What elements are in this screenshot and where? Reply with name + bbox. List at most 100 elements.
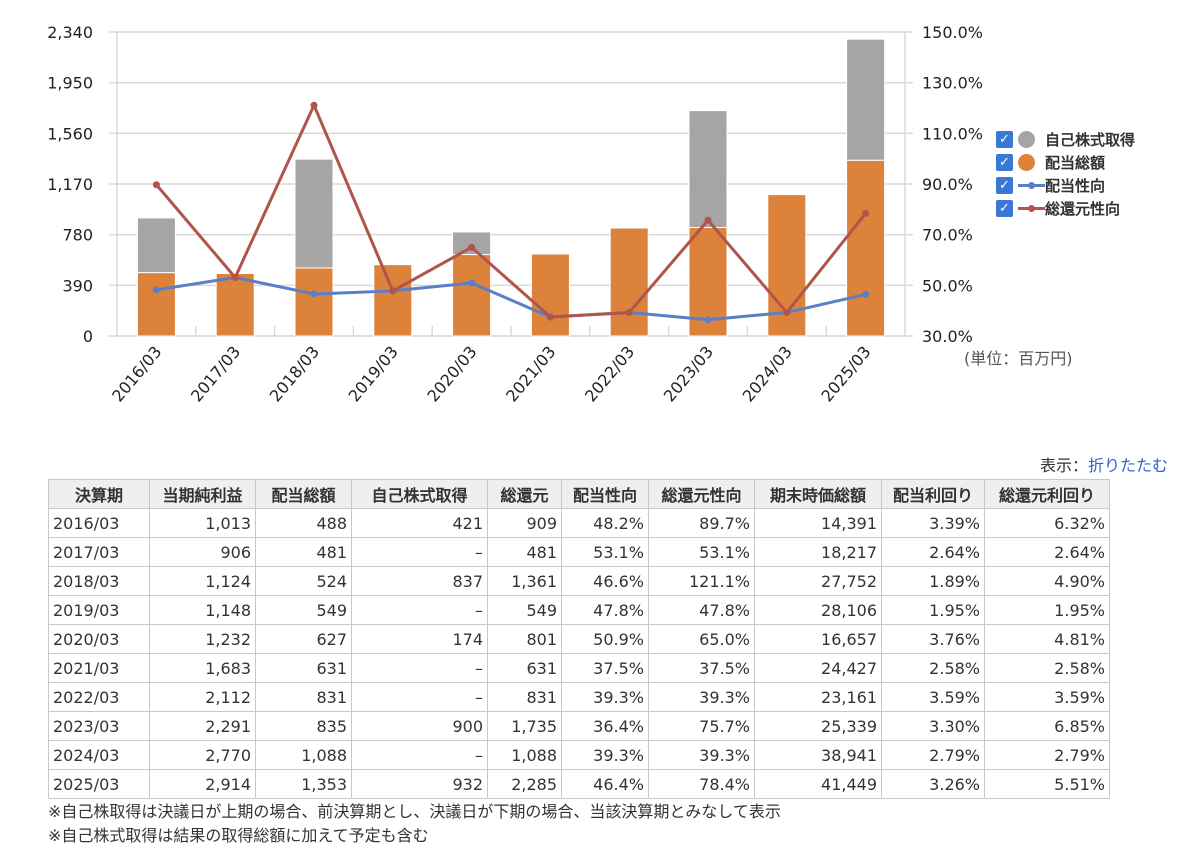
lines bbox=[152, 101, 870, 324]
table-cell: 89.7% bbox=[648, 508, 755, 538]
table-cell: 2.58% bbox=[881, 653, 985, 683]
bar-buyback bbox=[452, 231, 492, 256]
table-row: 2019/03 1,148 549–549 47.8% 47.8% 28,106 1.95%… bbox=[48, 595, 1110, 625]
table-row: 2023/03 2,291 835 900 1,735 36.4% 75.7% 25,339 3… bbox=[48, 711, 1110, 741]
table-cell: – bbox=[351, 682, 488, 712]
x-tick-label: 2017/03 bbox=[187, 342, 244, 405]
table-cell: 46.6% bbox=[561, 566, 649, 596]
checkbox-checked-icon[interactable]: ✓ bbox=[996, 154, 1013, 171]
checkbox-checked-icon[interactable]: ✓ bbox=[996, 200, 1013, 217]
legend-item-total-return-ratio[interactable]: ✓ 総還元性向 bbox=[996, 197, 1135, 220]
table-cell: 2023/03 bbox=[48, 711, 150, 741]
right-tick-label: 110.0% bbox=[922, 124, 983, 143]
unit-label: (単位：百万円) bbox=[964, 349, 1073, 368]
table-cell: 1,148 bbox=[149, 595, 256, 625]
table-cell: 53.1% bbox=[648, 537, 755, 567]
table-cell: 18,217 bbox=[754, 537, 882, 567]
table-cell: 2.58% bbox=[984, 653, 1110, 683]
column-header: 配当利回り bbox=[881, 479, 985, 509]
table-cell: 932 bbox=[351, 769, 488, 799]
table-cell: 1,735 bbox=[487, 711, 562, 741]
line-point bbox=[704, 316, 712, 324]
table-cell: 2024/03 bbox=[48, 740, 150, 770]
series-line bbox=[155, 103, 867, 319]
table-cell: 1,124 bbox=[149, 566, 256, 596]
line-point bbox=[704, 216, 712, 224]
left-tick-label: 1,560 bbox=[47, 124, 93, 143]
x-tick-label: 2016/03 bbox=[108, 342, 165, 405]
collapse-link[interactable]: 折りたたむ bbox=[1087, 456, 1168, 475]
legend-item-payout-ratio[interactable]: ✓ 配当性向 bbox=[996, 174, 1135, 197]
column-header: 配当性向 bbox=[561, 479, 649, 509]
x-tick-label: 2023/03 bbox=[660, 342, 717, 405]
table-cell: 909 bbox=[487, 508, 562, 538]
table-cell: 4.90% bbox=[984, 566, 1110, 596]
line-point bbox=[468, 243, 476, 251]
table-row: 2024/03 2,770 1,088–1,088 39.3% 39.3% 38,941 2… bbox=[48, 740, 1110, 770]
table-cell: 47.8% bbox=[561, 595, 649, 625]
table-cell: 5.51% bbox=[984, 769, 1110, 799]
table-cell: 1.95% bbox=[984, 595, 1110, 625]
right-tick-label: 130.0% bbox=[922, 74, 983, 93]
right-tick-label: 30.0% bbox=[922, 327, 973, 346]
table-cell: 2020/03 bbox=[48, 624, 150, 654]
table-cell: 2,112 bbox=[149, 682, 256, 712]
legend-item-dividend-total[interactable]: ✓ 配当総額 bbox=[996, 151, 1135, 174]
table-cell: 835 bbox=[255, 711, 352, 741]
column-header: 自己株式取得 bbox=[351, 479, 488, 509]
shareholder-return-chart: 0 390 780 1,170 1,560 1,950 2,340 30.0% 50.0% 70… bbox=[47, 23, 983, 405]
legend-label: 配当性向 bbox=[1045, 177, 1106, 195]
table-cell: 27,752 bbox=[754, 566, 882, 596]
line-point bbox=[468, 279, 476, 287]
bar-buyback bbox=[294, 158, 334, 269]
bars bbox=[136, 38, 886, 337]
table-cell: 24,427 bbox=[754, 653, 882, 683]
table-cell: 900 bbox=[351, 711, 488, 741]
x-axis: 2016/03 2017/03 2018/03 2019/03 2020/03 2021/… bbox=[108, 342, 874, 405]
line-point bbox=[389, 287, 397, 295]
table-cell: 1,353 bbox=[255, 769, 352, 799]
line-point bbox=[310, 290, 318, 298]
table-cell: 2,914 bbox=[149, 769, 256, 799]
dot-icon bbox=[1018, 131, 1035, 148]
legend-label: 総還元性向 bbox=[1045, 200, 1121, 218]
toggle-prefix: 表示： bbox=[1039, 456, 1088, 475]
table-cell: 631 bbox=[255, 653, 352, 683]
display-toggle: 表示：折りたたむ bbox=[1040, 452, 1168, 476]
table-cell: 3.30% bbox=[881, 711, 985, 741]
bar-dividend bbox=[609, 227, 649, 337]
table-cell: 50.9% bbox=[561, 624, 649, 654]
legend-label: 自己株式取得 bbox=[1045, 131, 1136, 149]
table-cell: 1,088 bbox=[487, 740, 562, 770]
left-tick-label: 1,950 bbox=[47, 74, 93, 93]
table-cell: 46.4% bbox=[561, 769, 649, 799]
table-cell: 488 bbox=[255, 508, 352, 538]
table-cell: 38,941 bbox=[754, 740, 882, 770]
table-cell: 39.3% bbox=[648, 682, 755, 712]
right-tick-label: 50.0% bbox=[922, 276, 973, 295]
table-cell: 1.95% bbox=[881, 595, 985, 625]
table-cell: 481 bbox=[255, 537, 352, 567]
left-tick-label: 0 bbox=[83, 327, 93, 346]
table-cell: 831 bbox=[255, 682, 352, 712]
checkbox-checked-icon[interactable]: ✓ bbox=[996, 177, 1013, 194]
table-cell: 2018/03 bbox=[48, 566, 150, 596]
line-point bbox=[625, 308, 633, 316]
x-tick-label: 2020/03 bbox=[423, 342, 480, 405]
table-cell: 421 bbox=[351, 508, 488, 538]
column-header: 総還元性向 bbox=[648, 479, 755, 509]
table-cell: 2.79% bbox=[984, 740, 1110, 770]
table-row: 2017/03 906 481–481 53.1% 53.1% 18,217 2.64% 2.… bbox=[48, 537, 1110, 567]
table-cell: 2025/03 bbox=[48, 769, 150, 799]
table-cell: 121.1% bbox=[648, 566, 755, 596]
table-cell: 627 bbox=[255, 624, 352, 654]
x-tick-label: 2024/03 bbox=[739, 342, 796, 405]
line-marker-icon bbox=[1018, 200, 1045, 217]
column-header: 総還元 bbox=[487, 479, 562, 509]
table-cell: 481 bbox=[487, 537, 562, 567]
table-cell: – bbox=[351, 537, 488, 567]
checkbox-checked-icon[interactable]: ✓ bbox=[996, 131, 1013, 148]
bar-dividend bbox=[452, 254, 492, 337]
bar-dividend bbox=[136, 272, 176, 337]
legend-item-buyback[interactable]: ✓ 自己株式取得 bbox=[996, 128, 1135, 151]
